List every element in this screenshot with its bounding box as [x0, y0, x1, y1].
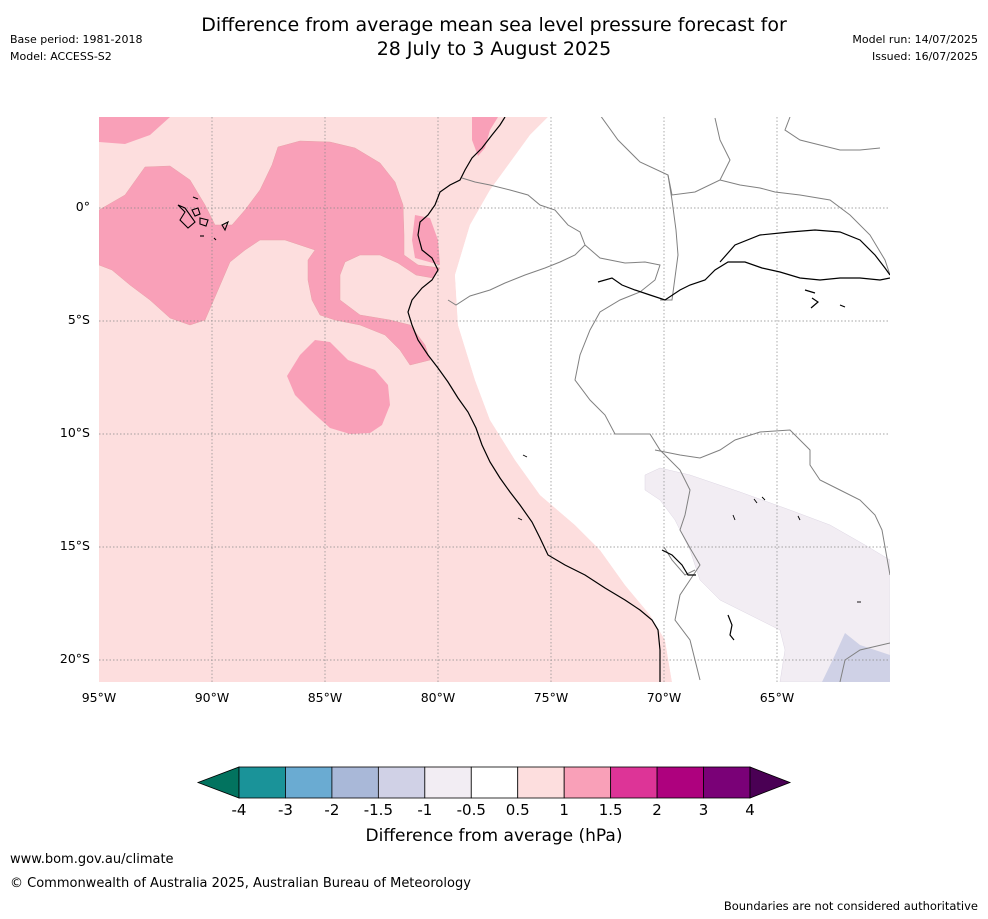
lon-label-90w: 90°W: [194, 690, 230, 705]
small-features: [517, 454, 861, 603]
header-left: Base period: 1981-2018 Model: ACCESS-S2: [10, 31, 142, 65]
colorbar-swatch: [517, 766, 565, 799]
colorbar-swatch: [285, 766, 333, 799]
coastline: [407, 117, 890, 682]
website-text: www.bom.gov.au/climate: [10, 852, 174, 867]
colorbar-tick-label: -0.5: [456, 801, 486, 819]
copyright-text: © Commonwealth of Australia 2025, Austra…: [10, 876, 471, 891]
colorbar-swatch: [656, 766, 704, 799]
colorbar-swatch: [470, 766, 519, 799]
graticule: [99, 117, 890, 682]
lat-label-15s: 15°S: [59, 538, 90, 553]
colorbar-tick-label: 1: [559, 801, 569, 819]
anomaly-area-light-lavender: [644, 467, 890, 682]
disclaimer-text: Boundaries are not considered authoritat…: [723, 899, 978, 913]
colorbar-tick-label: -4: [231, 801, 247, 819]
lon-label-80w: 80°W: [420, 690, 456, 705]
colorbar-tick-label: -1.5: [363, 801, 393, 819]
colorbar-swatch: [377, 766, 426, 799]
colorbar-swatch: [610, 766, 658, 799]
colorbar-tick-label: 1.5: [598, 801, 623, 819]
anomaly-area-pink-blob: [287, 340, 390, 434]
map-title: Difference from average mean sea level p…: [0, 13, 988, 61]
title-line-2: 28 July to 3 August 2025: [376, 38, 612, 60]
model-run-text: Model run: 14/07/2025: [852, 33, 978, 46]
colorbar-swatch: [424, 766, 472, 799]
colorbar-label: Difference from average (hPa): [365, 826, 623, 846]
lon-label-70w: 70°W: [646, 690, 682, 705]
colorbar-extend-low: [196, 766, 240, 799]
colorbar-tick-label: 4: [745, 801, 755, 819]
colorbar-extend-high: [749, 766, 792, 799]
anomaly-area-pink-ecuador: [472, 117, 498, 156]
anomaly-area-pink-north: [99, 117, 170, 144]
lat-label-20s: 20°S: [59, 651, 90, 666]
lat-label-10s: 10°S: [59, 425, 90, 440]
colorbar-swatch: [703, 766, 751, 799]
model-text: Model: ACCESS-S2: [10, 50, 112, 63]
lon-label-95w: 95°W: [81, 690, 117, 705]
galapagos-islands: [177, 196, 230, 241]
header-right: Model run: 14/07/2025 Issued: 16/07/2025: [852, 31, 978, 65]
colorbar-swatch: [238, 766, 286, 799]
colorbar-tick-label: 0.5: [505, 801, 530, 819]
colorbar-tick-label: -2: [324, 801, 340, 819]
colorbar-tick-label: -3: [277, 801, 293, 819]
anomaly-area-lavender: [822, 633, 890, 682]
lat-label-5s: 5°S: [67, 312, 90, 327]
title-line-1: Difference from average mean sea level p…: [201, 14, 787, 36]
colorbar-tick-label: 3: [698, 801, 709, 819]
colorbar-tick-label: 2: [652, 801, 662, 819]
colorbar-tick-label: -1: [417, 801, 433, 819]
lat-label-0: 0°: [75, 199, 90, 214]
lon-label-75w: 75°W: [533, 690, 569, 705]
issued-text: Issued: 16/07/2025: [871, 50, 978, 63]
colorbar-swatch: [563, 766, 612, 799]
base-period-text: Base period: 1981-2018: [10, 33, 143, 46]
colorbar-swatch: [331, 766, 379, 799]
lon-label-85w: 85°W: [307, 690, 343, 705]
anomaly-area-pink-main: [99, 140, 441, 366]
lon-label-65w: 65°W: [759, 690, 795, 705]
